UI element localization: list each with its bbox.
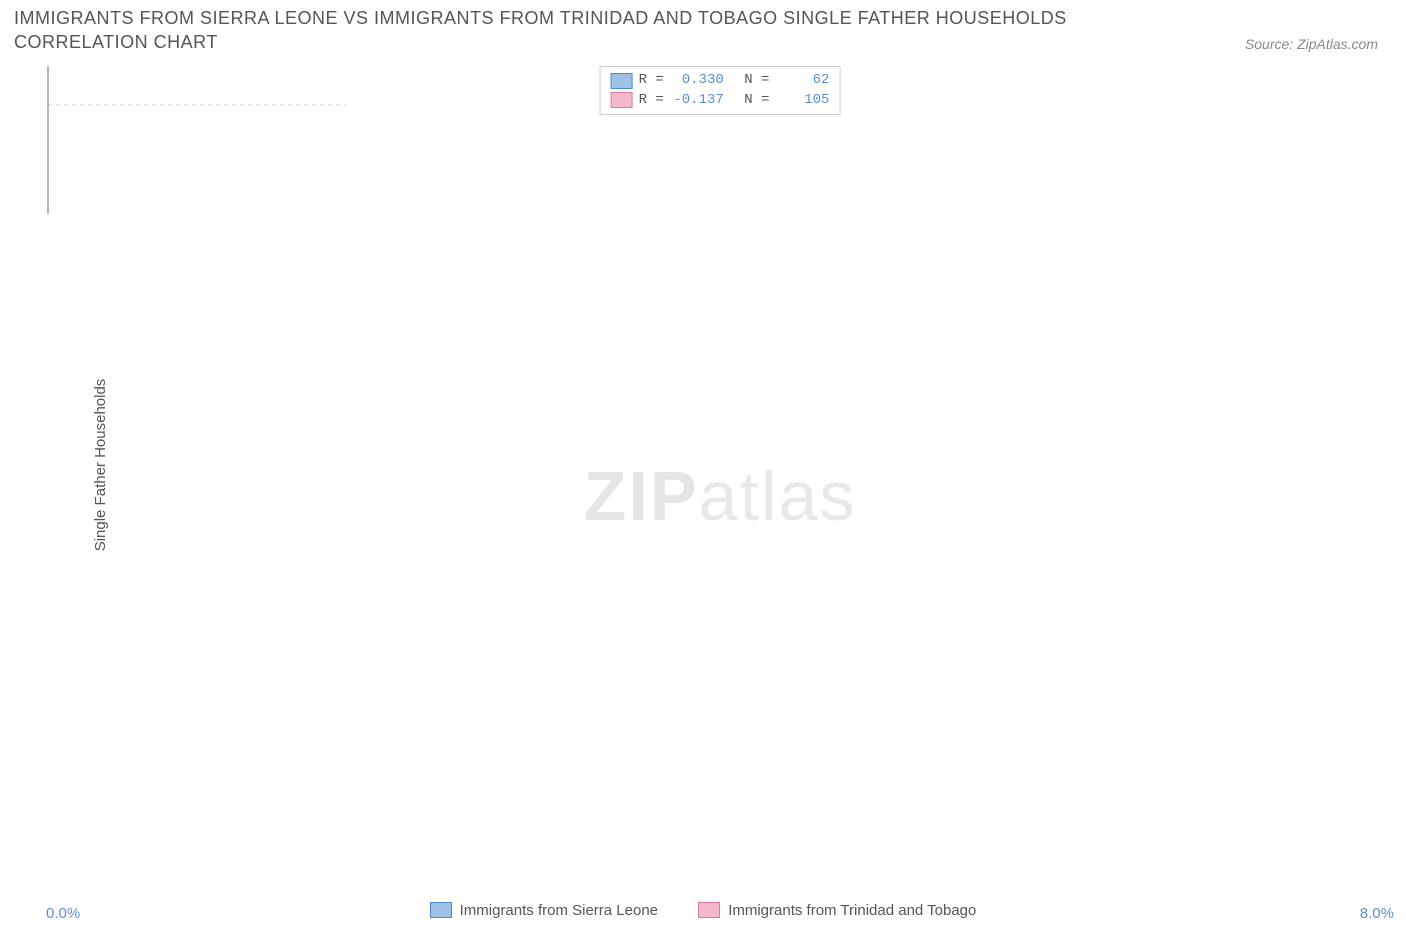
legend-swatch-sierra xyxy=(611,73,633,89)
n-value-trinidad: 105 xyxy=(775,91,829,111)
legend-series: Immigrants from Sierra Leone Immigrants … xyxy=(0,902,1406,923)
legend-swatch-sierra-b xyxy=(430,902,452,918)
legend-row-trinidad: R = -0.137 N = 105 xyxy=(611,91,830,111)
legend-correlation: R = 0.330 N = 62 R = -0.137 N = 105 xyxy=(600,66,841,115)
plot-area: ZIPatlas 2.0%4.0%6.0%8.0% R = 0.330 N = … xyxy=(46,64,1394,894)
r-value-trinidad: -0.137 xyxy=(670,91,724,111)
chart-title: IMMIGRANTS FROM SIERRA LEONE VS IMMIGRAN… xyxy=(14,6,1114,55)
legend-row-sierra: R = 0.330 N = 62 xyxy=(611,71,830,91)
legend-swatch-trinidad-b xyxy=(698,902,720,918)
n-value-sierra: 62 xyxy=(775,71,829,91)
r-value-sierra: 0.330 xyxy=(670,71,724,91)
source-label: Source: ZipAtlas.com xyxy=(1245,36,1378,52)
legend-swatch-trinidad xyxy=(611,92,633,108)
r-label: R = xyxy=(639,91,664,111)
watermark: ZIPatlas xyxy=(584,456,857,536)
n-label: N = xyxy=(744,91,769,111)
r-label: R = xyxy=(639,71,664,91)
scatter-plot: 2.0%4.0%6.0%8.0% xyxy=(46,64,346,214)
legend-item-trinidad: Immigrants from Trinidad and Tobago xyxy=(698,902,976,919)
legend-item-sierra: Immigrants from Sierra Leone xyxy=(430,902,658,919)
series-label-trinidad: Immigrants from Trinidad and Tobago xyxy=(728,902,976,919)
n-label: N = xyxy=(744,71,769,91)
series-label-sierra: Immigrants from Sierra Leone xyxy=(460,902,658,919)
